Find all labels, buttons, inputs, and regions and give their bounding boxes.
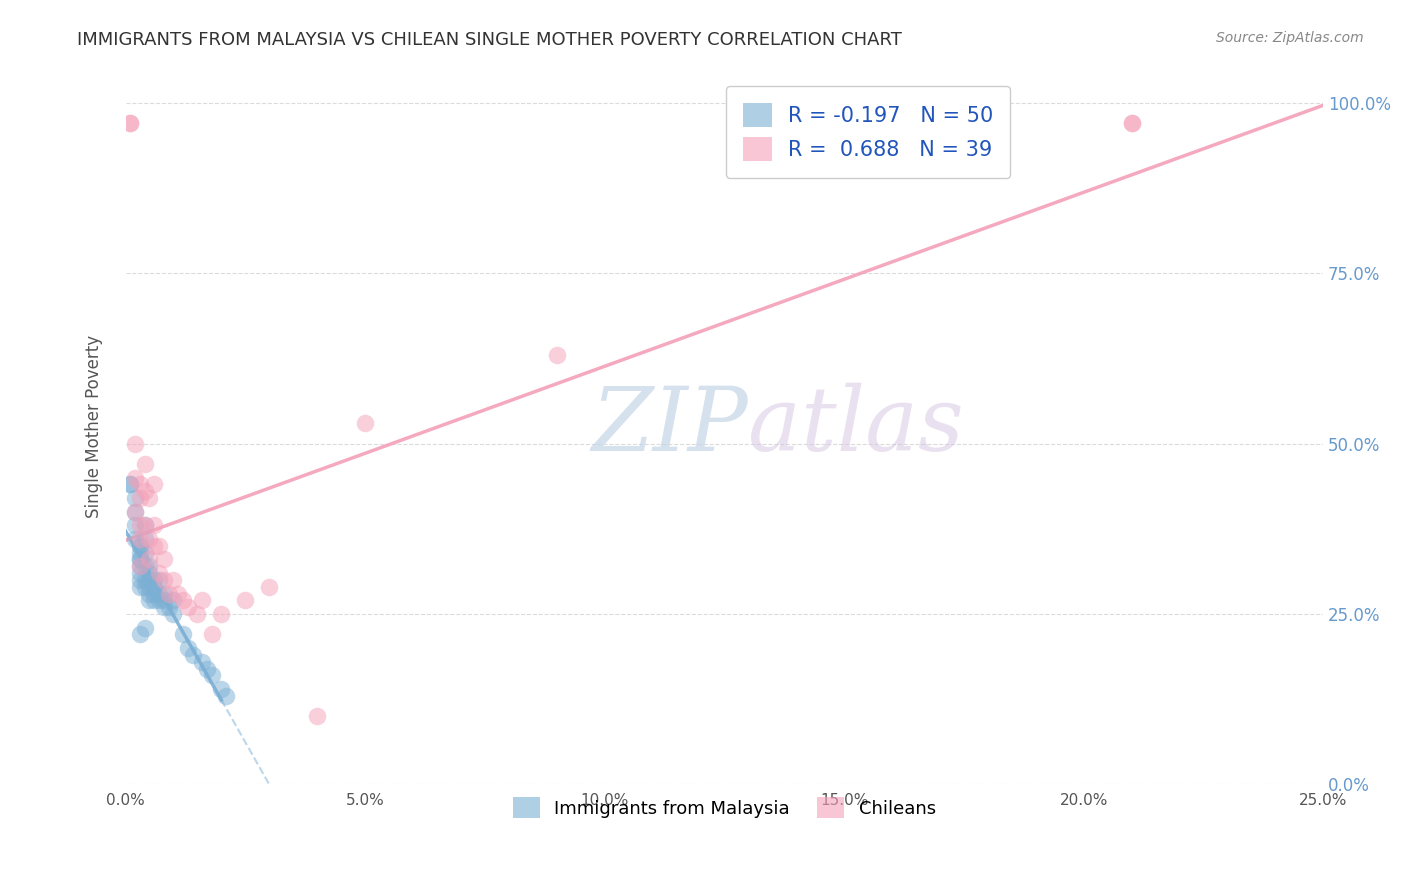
Point [128, 573, 150, 587]
Point [177, 641, 200, 656]
Point [148, 566, 170, 580]
Point [128, 539, 150, 553]
Point [354, 416, 377, 430]
Point [138, 491, 160, 505]
Point [307, 709, 329, 723]
Point [134, 532, 156, 546]
Point [128, 627, 150, 641]
Point [153, 593, 176, 607]
Point [134, 573, 156, 587]
Point [186, 607, 208, 621]
Point [138, 580, 160, 594]
Point [162, 607, 184, 621]
Point [128, 559, 150, 574]
Point [153, 552, 176, 566]
Point [157, 586, 180, 600]
Point [148, 586, 170, 600]
Text: ZIP: ZIP [592, 383, 748, 470]
Point [153, 600, 176, 615]
Point [134, 457, 156, 471]
Text: IMMIGRANTS FROM MALAYSIA VS CHILEAN SINGLE MOTHER POVERTY CORRELATION CHART: IMMIGRANTS FROM MALAYSIA VS CHILEAN SING… [77, 31, 903, 49]
Point [134, 518, 156, 533]
Point [162, 593, 184, 607]
Point [134, 580, 156, 594]
Point [143, 593, 166, 607]
Point [134, 621, 156, 635]
Point [138, 593, 160, 607]
Point [148, 539, 170, 553]
Point [128, 559, 150, 574]
Point [134, 484, 156, 499]
Point [128, 552, 150, 566]
Point [195, 661, 218, 675]
Point [128, 566, 150, 580]
Point [143, 518, 166, 533]
Point [148, 593, 170, 607]
Point [201, 668, 224, 682]
Point [191, 593, 214, 607]
Text: Source: ZipAtlas.com: Source: ZipAtlas.com [1216, 31, 1364, 45]
Point [124, 491, 146, 505]
Point [181, 648, 204, 662]
Point [546, 348, 568, 362]
Point [128, 491, 150, 505]
Point [124, 505, 146, 519]
Point [233, 593, 256, 607]
Point [172, 627, 194, 641]
Point [120, 477, 142, 491]
Point [124, 518, 146, 533]
Point [128, 546, 150, 560]
Point [128, 532, 150, 546]
Point [257, 580, 280, 594]
Point [128, 477, 150, 491]
Text: atlas: atlas [748, 383, 965, 470]
Point [209, 681, 232, 696]
Point [172, 593, 194, 607]
Point [124, 505, 146, 519]
Point [191, 655, 214, 669]
Point [143, 539, 166, 553]
Legend: Immigrants from Malaysia, Chileans: Immigrants from Malaysia, Chileans [506, 790, 943, 825]
Point [120, 116, 142, 130]
Point [157, 600, 180, 615]
Point [143, 580, 166, 594]
Point [153, 586, 176, 600]
Point [201, 627, 224, 641]
Point [209, 607, 232, 621]
Point [143, 477, 166, 491]
Point [124, 532, 146, 546]
Point [177, 600, 200, 615]
Point [143, 586, 166, 600]
Point [143, 573, 166, 587]
Point [128, 580, 150, 594]
Point [138, 552, 160, 566]
Point [215, 689, 238, 703]
Point [148, 573, 170, 587]
Point [124, 436, 146, 450]
Point [120, 477, 142, 491]
Y-axis label: Single Mother Poverty: Single Mother Poverty [86, 334, 103, 518]
Point [134, 518, 156, 533]
Point [153, 573, 176, 587]
Point [134, 546, 156, 560]
Point [128, 539, 150, 553]
Point [128, 552, 150, 566]
Point [138, 532, 160, 546]
Point [138, 559, 160, 574]
Point [124, 470, 146, 484]
Point [138, 586, 160, 600]
Point [167, 586, 190, 600]
Point [138, 566, 160, 580]
Point [1121, 116, 1143, 130]
Point [120, 116, 142, 130]
Point [134, 559, 156, 574]
Point [138, 573, 160, 587]
Point [1121, 116, 1143, 130]
Point [128, 518, 150, 533]
Point [162, 573, 184, 587]
